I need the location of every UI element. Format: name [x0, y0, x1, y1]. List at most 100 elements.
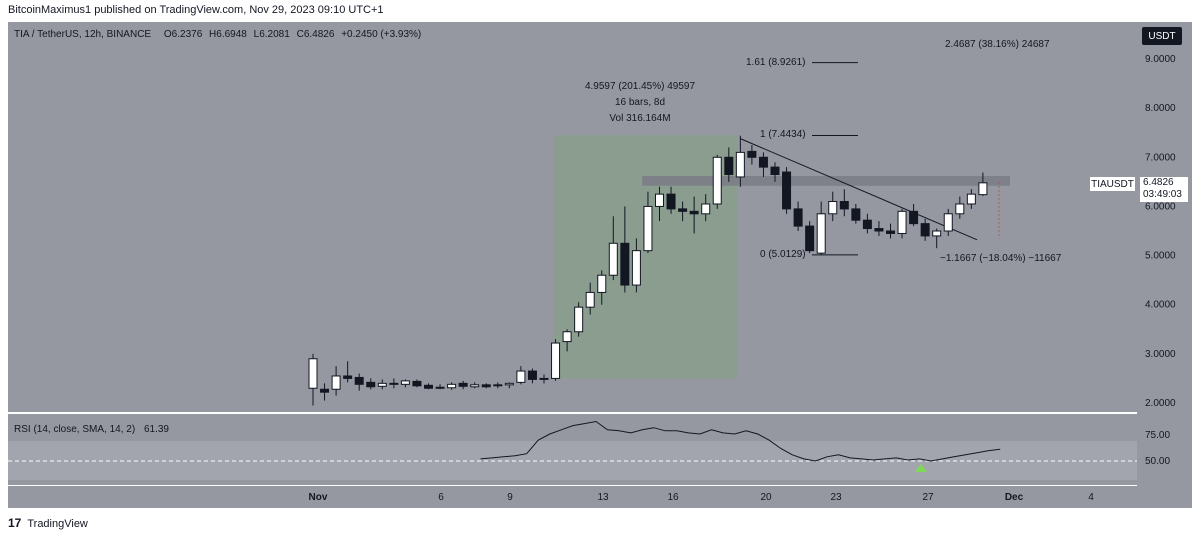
rsi-value: 61.39: [143, 424, 169, 435]
candle-body: [412, 380, 422, 387]
symbol-legend: TIA / TetherUS, 12h, BINANCE O6.2376 H6.…: [14, 29, 421, 40]
candle-body: [585, 291, 595, 308]
last-price-box: 6.4826 03:49:03: [1140, 177, 1188, 202]
time-tick-label: 20: [760, 492, 772, 503]
time-tick-label: 13: [597, 492, 609, 503]
candle-body: [562, 331, 572, 343]
candle-body: [874, 228, 884, 232]
candle-body: [897, 210, 907, 234]
candle-body: [504, 382, 514, 386]
price-tick-label: 3.0000: [1145, 349, 1176, 360]
range-stats: 4.9597 (201.45%) 49597 16 bars, 8d Vol 3…: [560, 79, 720, 127]
time-tick-label: 16: [667, 492, 679, 503]
candle-body: [377, 382, 387, 387]
candle-body: [493, 384, 503, 387]
range-bars: 16 bars, 8d: [614, 97, 666, 108]
time-tick-label: Dec: [1005, 492, 1024, 503]
rsi-level-50: 50.00: [1145, 456, 1171, 467]
change-value: +0.2450 (+3.93%): [341, 29, 422, 40]
candle-body: [608, 242, 618, 276]
range-volume: Vol 316.164M: [609, 113, 671, 124]
rsi-legend: RSI (14, close, SMA, 14, 2) 61.39: [14, 424, 169, 435]
candle-body: [539, 377, 549, 380]
price-tick-label: 7.0000: [1145, 152, 1176, 163]
range-highlight-box: [553, 135, 739, 379]
resistance-band: [642, 175, 1010, 186]
candle-body: [597, 274, 607, 293]
rsi-label: RSI (14, close, SMA, 14, 2): [14, 424, 136, 435]
candle-body: [724, 156, 734, 175]
low-label: L: [253, 29, 260, 40]
currency-button[interactable]: USDT: [1142, 27, 1182, 45]
bullish-divergence-marker: [915, 464, 927, 472]
high-value: 6.6948: [216, 29, 247, 40]
candle-body: [932, 230, 942, 237]
candle-body: [331, 375, 341, 390]
price-tick-label: 5.0000: [1145, 251, 1176, 262]
time-tick-label: 9: [507, 492, 513, 503]
candle-body: [701, 203, 711, 215]
range-change: 4.9597 (201.45%) 49597: [584, 81, 696, 92]
price-tick-label: 6.0000: [1145, 201, 1176, 212]
time-tick-label: 23: [830, 492, 842, 503]
candle-body: [308, 358, 318, 389]
candle-body: [805, 225, 815, 252]
candle-body: [966, 193, 976, 205]
candle-body: [793, 208, 803, 227]
candle-body: [920, 223, 930, 237]
candle-body: [643, 205, 653, 252]
candle-body: [955, 203, 965, 215]
open-label: O: [163, 29, 172, 40]
candle-body: [758, 156, 768, 168]
candle-body: [747, 150, 757, 158]
tv-brand: TradingView: [27, 518, 88, 530]
price-tick-label: 2.0000: [1145, 398, 1176, 409]
candle-body: [389, 382, 399, 385]
time-axis[interactable]: [8, 486, 1137, 508]
candle-body: [631, 250, 641, 286]
fib-0-label: 0 (5.0129): [760, 249, 806, 260]
candle-body: [620, 242, 630, 286]
time-tick-label: 4: [1088, 492, 1094, 503]
candle-body: [678, 208, 688, 212]
candle-body: [481, 384, 491, 388]
candle-body: [770, 166, 780, 175]
price-axis[interactable]: [1137, 22, 1192, 508]
candle-body: [435, 386, 445, 389]
candle-body: [862, 219, 872, 230]
candle-body: [458, 382, 468, 387]
publisher-header: BitcoinMaximus1 published on TradingView…: [8, 4, 384, 16]
candle-body: [366, 381, 376, 388]
candle-body: [978, 182, 988, 196]
descending-trendline: [740, 138, 978, 241]
close-label: C: [296, 29, 304, 40]
time-tick-label: 6: [438, 492, 444, 503]
measure-down-label: −1.1667 (−18.04%) −11667: [940, 253, 1062, 264]
candle-body: [839, 201, 849, 210]
candle-body: [712, 156, 722, 205]
candle-body: [886, 230, 895, 234]
candle-body: [400, 380, 410, 385]
last-price-value: 6.4826: [1143, 177, 1174, 188]
candle-body: [527, 370, 537, 380]
candle-body: [354, 376, 364, 385]
candle-body: [909, 210, 919, 225]
rsi-level-75: 75.00: [1145, 430, 1171, 441]
candle-body: [516, 370, 526, 383]
price-tick-label: 9.0000: [1145, 54, 1176, 65]
last-price-symbol: TIAUSDT: [1091, 178, 1134, 190]
candle-body: [851, 208, 861, 221]
measure-up-label: 2.4687 (38.16%) 24687: [945, 39, 1050, 50]
rsi-line: [480, 420, 1001, 462]
last-price-tag: TIAUSDT: [1090, 177, 1135, 191]
candle-body: [343, 375, 353, 379]
candle-body: [828, 201, 838, 215]
tradingview-logo[interactable]: 17 TradingView: [8, 516, 88, 530]
candle-body: [655, 193, 664, 207]
high-label: H: [209, 29, 217, 40]
price-tick-label: 8.0000: [1145, 103, 1176, 114]
price-tick-label: 4.0000: [1145, 300, 1176, 311]
candle-body: [816, 213, 826, 254]
candle-body: [782, 171, 792, 210]
fib-161-label: 1.61 (8.9261): [746, 57, 806, 68]
